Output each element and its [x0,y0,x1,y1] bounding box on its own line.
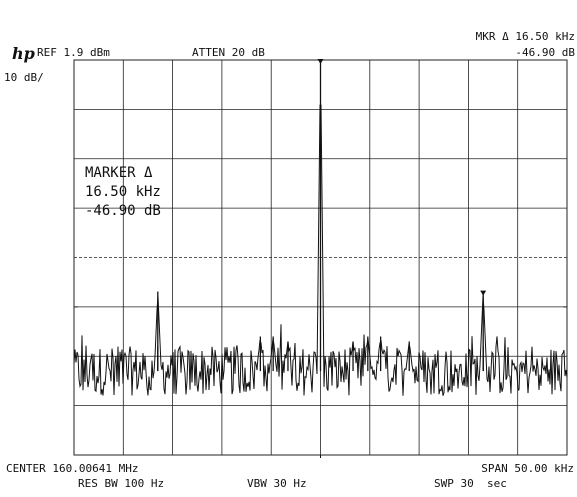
attenuation-label: ATTEN 20 dB [192,46,265,59]
ref-level-label: REF 1.9 dBm [37,46,110,59]
sweep-time-label: SWP 30 sec [434,477,507,490]
delta-marker-symbol [480,290,487,296]
hp-logo: hp [12,44,35,63]
marker-delta-freq-readout: MKR Δ 16.50 kHz [475,30,575,43]
video-bandwidth-label: VBW 30 Hz [247,477,307,490]
carrier-marker [317,59,324,64]
marker-box-title: MARKER Δ [85,165,153,181]
span-label: SPAN 50.00 kHz [481,462,574,475]
center-frequency-label: CENTER 160.00641 MHz [6,462,139,475]
marker-delta-level-readout: -46.90 dB [515,46,575,59]
scale-per-division-label: 10 dB/ [4,71,44,84]
marker-box-frequency: 16.50 kHz [85,184,161,200]
marker-box-level: -46.90 dB [85,203,161,219]
resolution-bandwidth-label: RES BW 100 Hz [78,477,165,490]
